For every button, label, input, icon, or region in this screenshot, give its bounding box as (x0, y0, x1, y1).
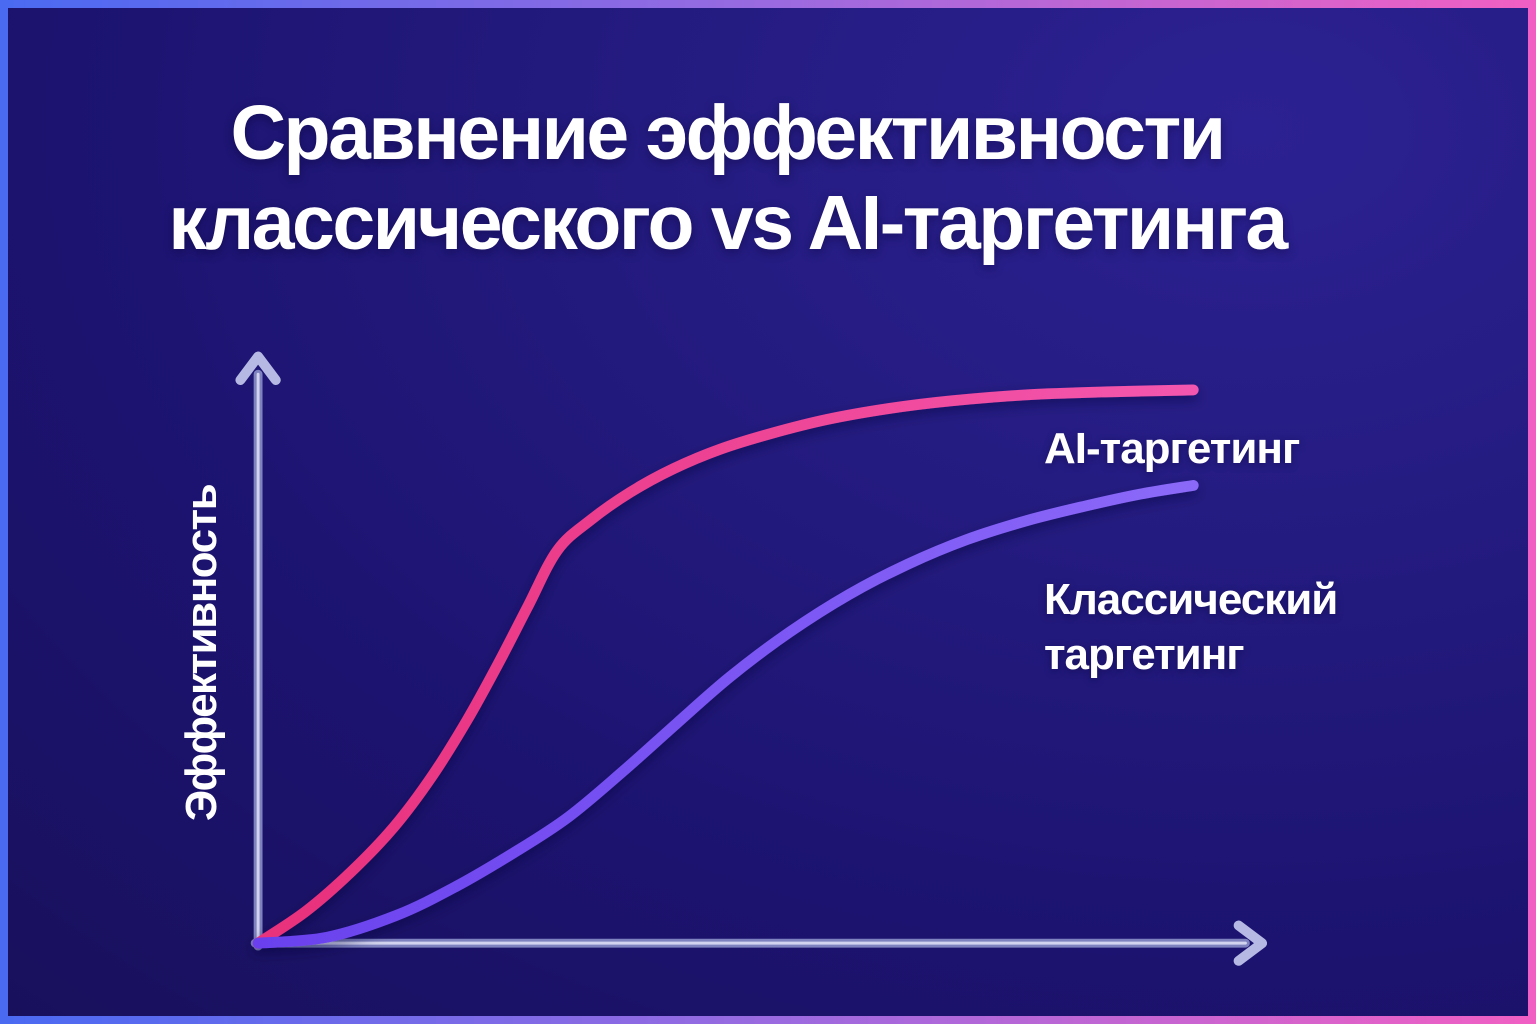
page-title-line1: Сравнение эффективности (230, 90, 1226, 176)
curves-group (252, 384, 1199, 949)
axes (235, 351, 1268, 966)
y-axis-arrow-icon (235, 351, 281, 386)
line-chart (235, 351, 1268, 966)
page-title-line2: классического vs AI-таргетинга (168, 180, 1288, 266)
series-label-classic-targeting: Классический таргетинг (1044, 575, 1338, 679)
page-title: Сравнение эффективности классического vs… (0, 88, 1487, 268)
curve-classic-targeting (252, 480, 1199, 949)
series-label-ai-targeting: AI-таргетинг (1044, 424, 1300, 473)
slide-background: Сравнение эффективности классического vs… (8, 8, 1528, 1016)
x-axis-arrow-icon (1233, 920, 1268, 966)
curve-ai-targeting (252, 384, 1199, 949)
y-axis-label: Эффективность (177, 484, 226, 822)
